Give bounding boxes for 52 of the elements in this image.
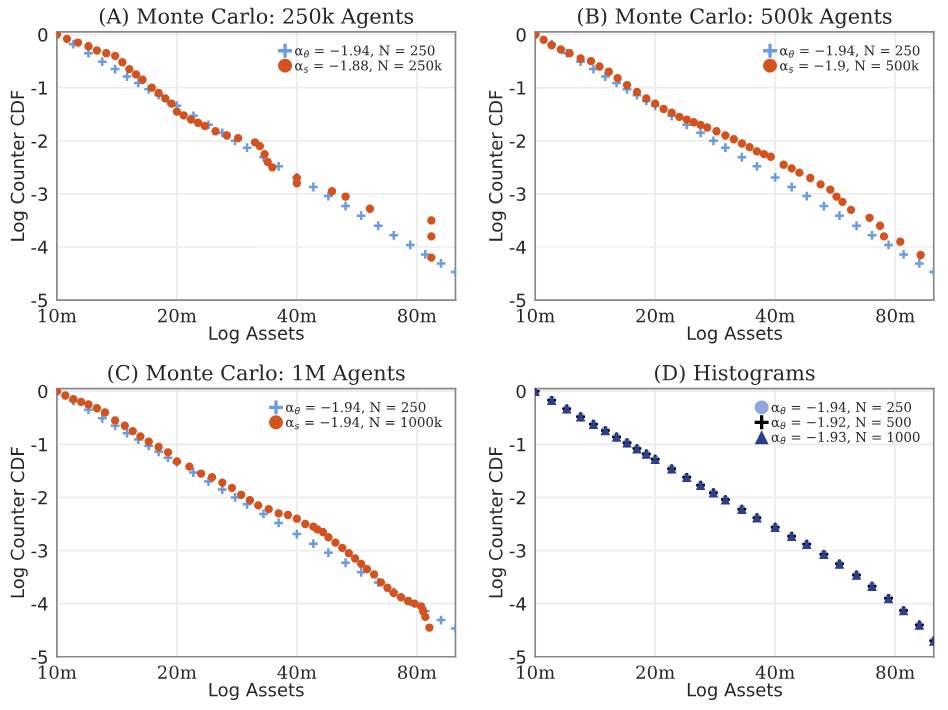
- y-tick-label: 0: [38, 28, 48, 42]
- x-axis-title: Log Assets: [209, 326, 304, 344]
- y-tick-label: -4: [31, 240, 48, 254]
- y-tick-label: -2: [31, 134, 47, 148]
- y-tick-label: -2: [509, 490, 526, 505]
- y-tick-label: -2: [31, 490, 47, 505]
- x-axis-title: Log Assets: [687, 683, 782, 701]
- chart-title: (C) Monte Carlo: 1M Agents: [108, 364, 405, 385]
- x-tick-label: 20m: [158, 308, 197, 323]
- y-tick-label: 0: [516, 384, 526, 399]
- y-tick-label: -5: [509, 293, 526, 308]
- x-tick-label: 40m: [755, 308, 795, 323]
- y-tick-label: -3: [509, 187, 526, 202]
- x-tick-label: 10m: [39, 308, 77, 323]
- x-tick-label: 20m: [636, 308, 675, 323]
- y-tick-label: -4: [31, 597, 48, 611]
- chart-title: (B) Monte Carlo: 500k Agents: [578, 7, 892, 29]
- y-axis-title: Log Counter CDF: [488, 447, 507, 598]
- y-axis-title: Log Counter CDF: [488, 90, 507, 241]
- x-tick-label: 10m: [517, 665, 555, 680]
- x-tick-label: 80m: [398, 665, 437, 680]
- x-tick-label: 10m: [39, 665, 77, 680]
- x-axis-title: Log Assets: [209, 683, 304, 701]
- y-tick-label: -1: [31, 438, 47, 452]
- y-tick-label: -1: [509, 81, 526, 95]
- y-tick-label: -3: [31, 187, 48, 202]
- x-tick-label: 20m: [158, 665, 197, 680]
- x-tick-label: 40m: [755, 665, 795, 680]
- y-tick-label: -5: [31, 650, 47, 664]
- chart-title: (D) Histograms: [655, 364, 815, 385]
- y-tick-label: -4: [509, 240, 526, 254]
- x-tick-label: 40m: [277, 665, 317, 680]
- x-axis-title: Log Assets: [687, 326, 782, 344]
- y-axis-title: Log Counter CDF: [10, 90, 28, 241]
- y-tick-label: 0: [38, 384, 48, 399]
- y-tick-label: -4: [509, 597, 526, 611]
- x-tick-label: 20m: [636, 665, 675, 680]
- y-tick-label: -5: [31, 293, 47, 308]
- chart-title: (A) Monte Carlo: 250k Agents: [99, 7, 414, 29]
- y-tick-label: -2: [509, 134, 526, 148]
- y-tick-label: -5: [509, 650, 526, 664]
- y-tick-label: -1: [509, 438, 526, 452]
- x-tick-label: 10m: [517, 308, 555, 323]
- y-tick-label: -3: [31, 544, 48, 558]
- x-tick-label: 80m: [876, 665, 915, 680]
- y-tick-label: -3: [509, 544, 526, 558]
- x-tick-label: 80m: [398, 308, 437, 323]
- y-tick-label: 0: [516, 28, 526, 42]
- y-axis-title: Log Counter CDF: [10, 447, 28, 598]
- x-tick-label: 40m: [277, 308, 317, 323]
- x-tick-label: 80m: [876, 308, 915, 323]
- y-tick-label: -1: [31, 81, 47, 95]
